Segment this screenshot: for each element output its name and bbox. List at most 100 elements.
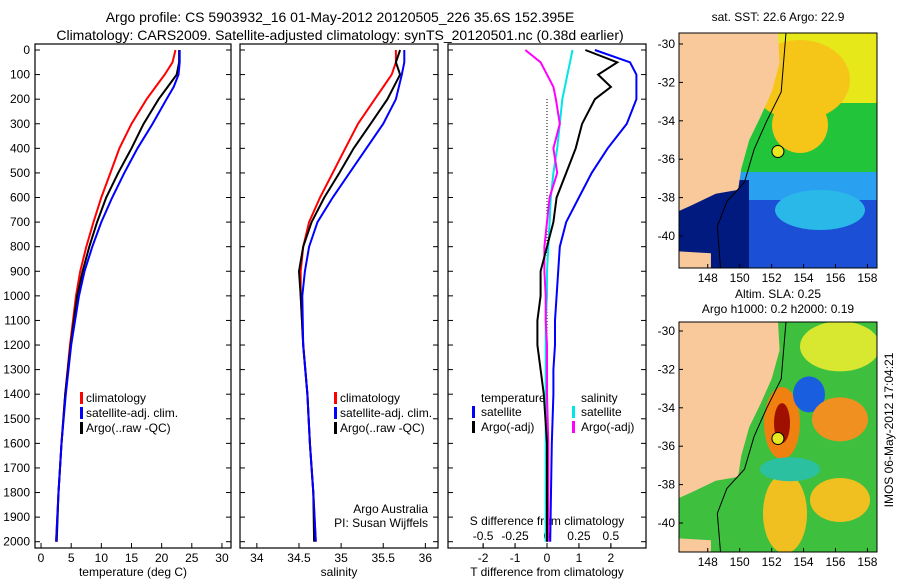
- legend-label: climatology: [340, 391, 400, 405]
- lat-tick-label: -30: [658, 324, 676, 338]
- lat-tick-label: -38: [658, 191, 676, 205]
- isobath-line: [716, 322, 787, 552]
- lat-tick-label: -36: [658, 152, 676, 166]
- profile-panels: 0100200300400500600700800900100011001200…: [3, 43, 647, 579]
- x-axis-label: salinity: [321, 565, 358, 579]
- x2-tick-label: -0.25: [501, 529, 529, 543]
- lat-tick-label: -30: [658, 37, 676, 51]
- tasmania: [679, 538, 711, 552]
- tasmania: [679, 251, 711, 268]
- profile-location-marker: [771, 432, 785, 446]
- map-title: sat. SST: 22.6 Argo: 22.9: [712, 10, 845, 24]
- x-tick-label: 0: [38, 551, 45, 565]
- legend-label: climatology: [86, 391, 146, 405]
- legend-label: Argo(-adj): [581, 420, 634, 434]
- legend-label: Argo(-adj): [481, 420, 534, 434]
- annotation-text: Argo Australia: [353, 502, 428, 516]
- plot-frame: [239, 43, 439, 549]
- y-tick-label: 500: [10, 166, 30, 180]
- lon-tick-label: 148: [698, 271, 718, 285]
- y-tick-label: 400: [10, 141, 30, 155]
- legend-swatch: [80, 392, 83, 404]
- lat-tick-label: -32: [658, 362, 676, 376]
- legend-label: satellite: [581, 405, 622, 419]
- x-tick-label: -1: [510, 551, 521, 565]
- map-title: Altim. SLA: 0.25: [735, 287, 821, 301]
- x-axis-label: temperature (deg C): [79, 565, 187, 579]
- y-tick-label: 200: [10, 92, 30, 106]
- y-tick-label: 1800: [3, 486, 30, 500]
- y-tick-label: 1500: [3, 412, 30, 426]
- y-tick-label: 1100: [4, 313, 30, 327]
- lat-tick-label: -38: [658, 478, 676, 492]
- legend-label: Argo(..raw -QC): [340, 421, 425, 435]
- x-tick-label: 0: [544, 551, 551, 565]
- y-tick-label: 900: [10, 264, 30, 278]
- lon-tick-label: 150: [730, 555, 750, 569]
- x-tick-label: 34: [250, 551, 264, 565]
- series-line-argo--adj-: [536, 49, 620, 542]
- y-tick-label: 600: [10, 191, 30, 205]
- y-tick-label: 1600: [3, 436, 30, 450]
- lon-tick-label: 154: [794, 555, 814, 569]
- legend-swatch: [334, 407, 337, 419]
- legend-swatch: [334, 422, 337, 434]
- x-tick-label: 35: [334, 551, 348, 565]
- footer-timestamp: IMOS 06-May-2012 17:04:21: [882, 352, 896, 507]
- x2-tick-label: -0.5: [473, 529, 494, 543]
- series-line-argo---raw--qc-: [297, 49, 402, 542]
- series-line-climatology: [299, 50, 397, 542]
- legend-swatch: [572, 406, 575, 418]
- y-tick-label: 700: [10, 215, 30, 229]
- y-tick-label: 1300: [3, 363, 30, 377]
- y-tick-label: 1200: [3, 338, 30, 352]
- map-field: [679, 322, 877, 552]
- map-panels: sat. SST: 22.6 Argo: 22.9 -30 -32 -34 -36 -38…: [658, 10, 878, 569]
- x-tick-label: 30: [215, 551, 229, 565]
- legend-swatch: [80, 407, 83, 419]
- legend-swatch: [334, 392, 337, 404]
- lat-tick-label: -36: [658, 439, 676, 453]
- map-field: [679, 33, 877, 268]
- series-line-satellite-adj--clim-: [55, 50, 181, 542]
- x-tick-label: 20: [155, 551, 169, 565]
- x-tick-label: 2: [608, 551, 615, 565]
- x-tick-label: 10: [95, 551, 109, 565]
- y-tick-label: 2000: [3, 535, 30, 549]
- legend-swatch: [80, 422, 83, 434]
- lon-tick-label: 150: [730, 271, 750, 285]
- series-line-satellite: [549, 49, 638, 542]
- title-line-1: Argo profile: CS 5903932_16 01-May-2012 …: [106, 9, 575, 25]
- legend-label: Argo(..raw -QC): [86, 421, 171, 435]
- map-frame: [678, 321, 878, 553]
- x-tick-label: 1: [576, 551, 583, 565]
- y-tick-label: 1900: [3, 510, 30, 524]
- map-frame: [678, 32, 878, 269]
- x2-tick-label: 0.5: [603, 529, 620, 543]
- x2-tick-label: 0.25: [567, 529, 591, 543]
- lat-tick-label: -34: [658, 114, 676, 128]
- legend-label: satellite-adj. clim.: [86, 406, 178, 420]
- y-tick-label: 800: [10, 240, 30, 254]
- y-tick-label: 1700: [3, 461, 30, 475]
- panel-temperature: 0100200300400500600700800900100011001200…: [3, 43, 232, 579]
- map-sst: sat. SST: 22.6 Argo: 22.9 -30 -32 -34 -36 -38…: [658, 10, 878, 285]
- legend-swatch: [472, 421, 475, 433]
- panel-salinity: 34 34.5 35 35.5 36 salinity climatologysatelli…: [239, 43, 439, 579]
- x-tick-label: 5: [68, 551, 75, 565]
- isobath-line: [716, 33, 787, 268]
- legend-title-temperature: temperature: [481, 391, 546, 405]
- land-mass: [679, 33, 780, 212]
- legend-label: satellite-adj. clim.: [340, 406, 432, 420]
- legend-swatch: [572, 421, 575, 433]
- lon-tick-label: 156: [825, 271, 845, 285]
- lon-tick-label: 158: [857, 271, 877, 285]
- lon-tick-label: 152: [762, 555, 782, 569]
- y-tick-label: 1000: [3, 289, 30, 303]
- series-line-argo--adj-: [524, 49, 561, 542]
- series-line-satellite: [544, 49, 574, 542]
